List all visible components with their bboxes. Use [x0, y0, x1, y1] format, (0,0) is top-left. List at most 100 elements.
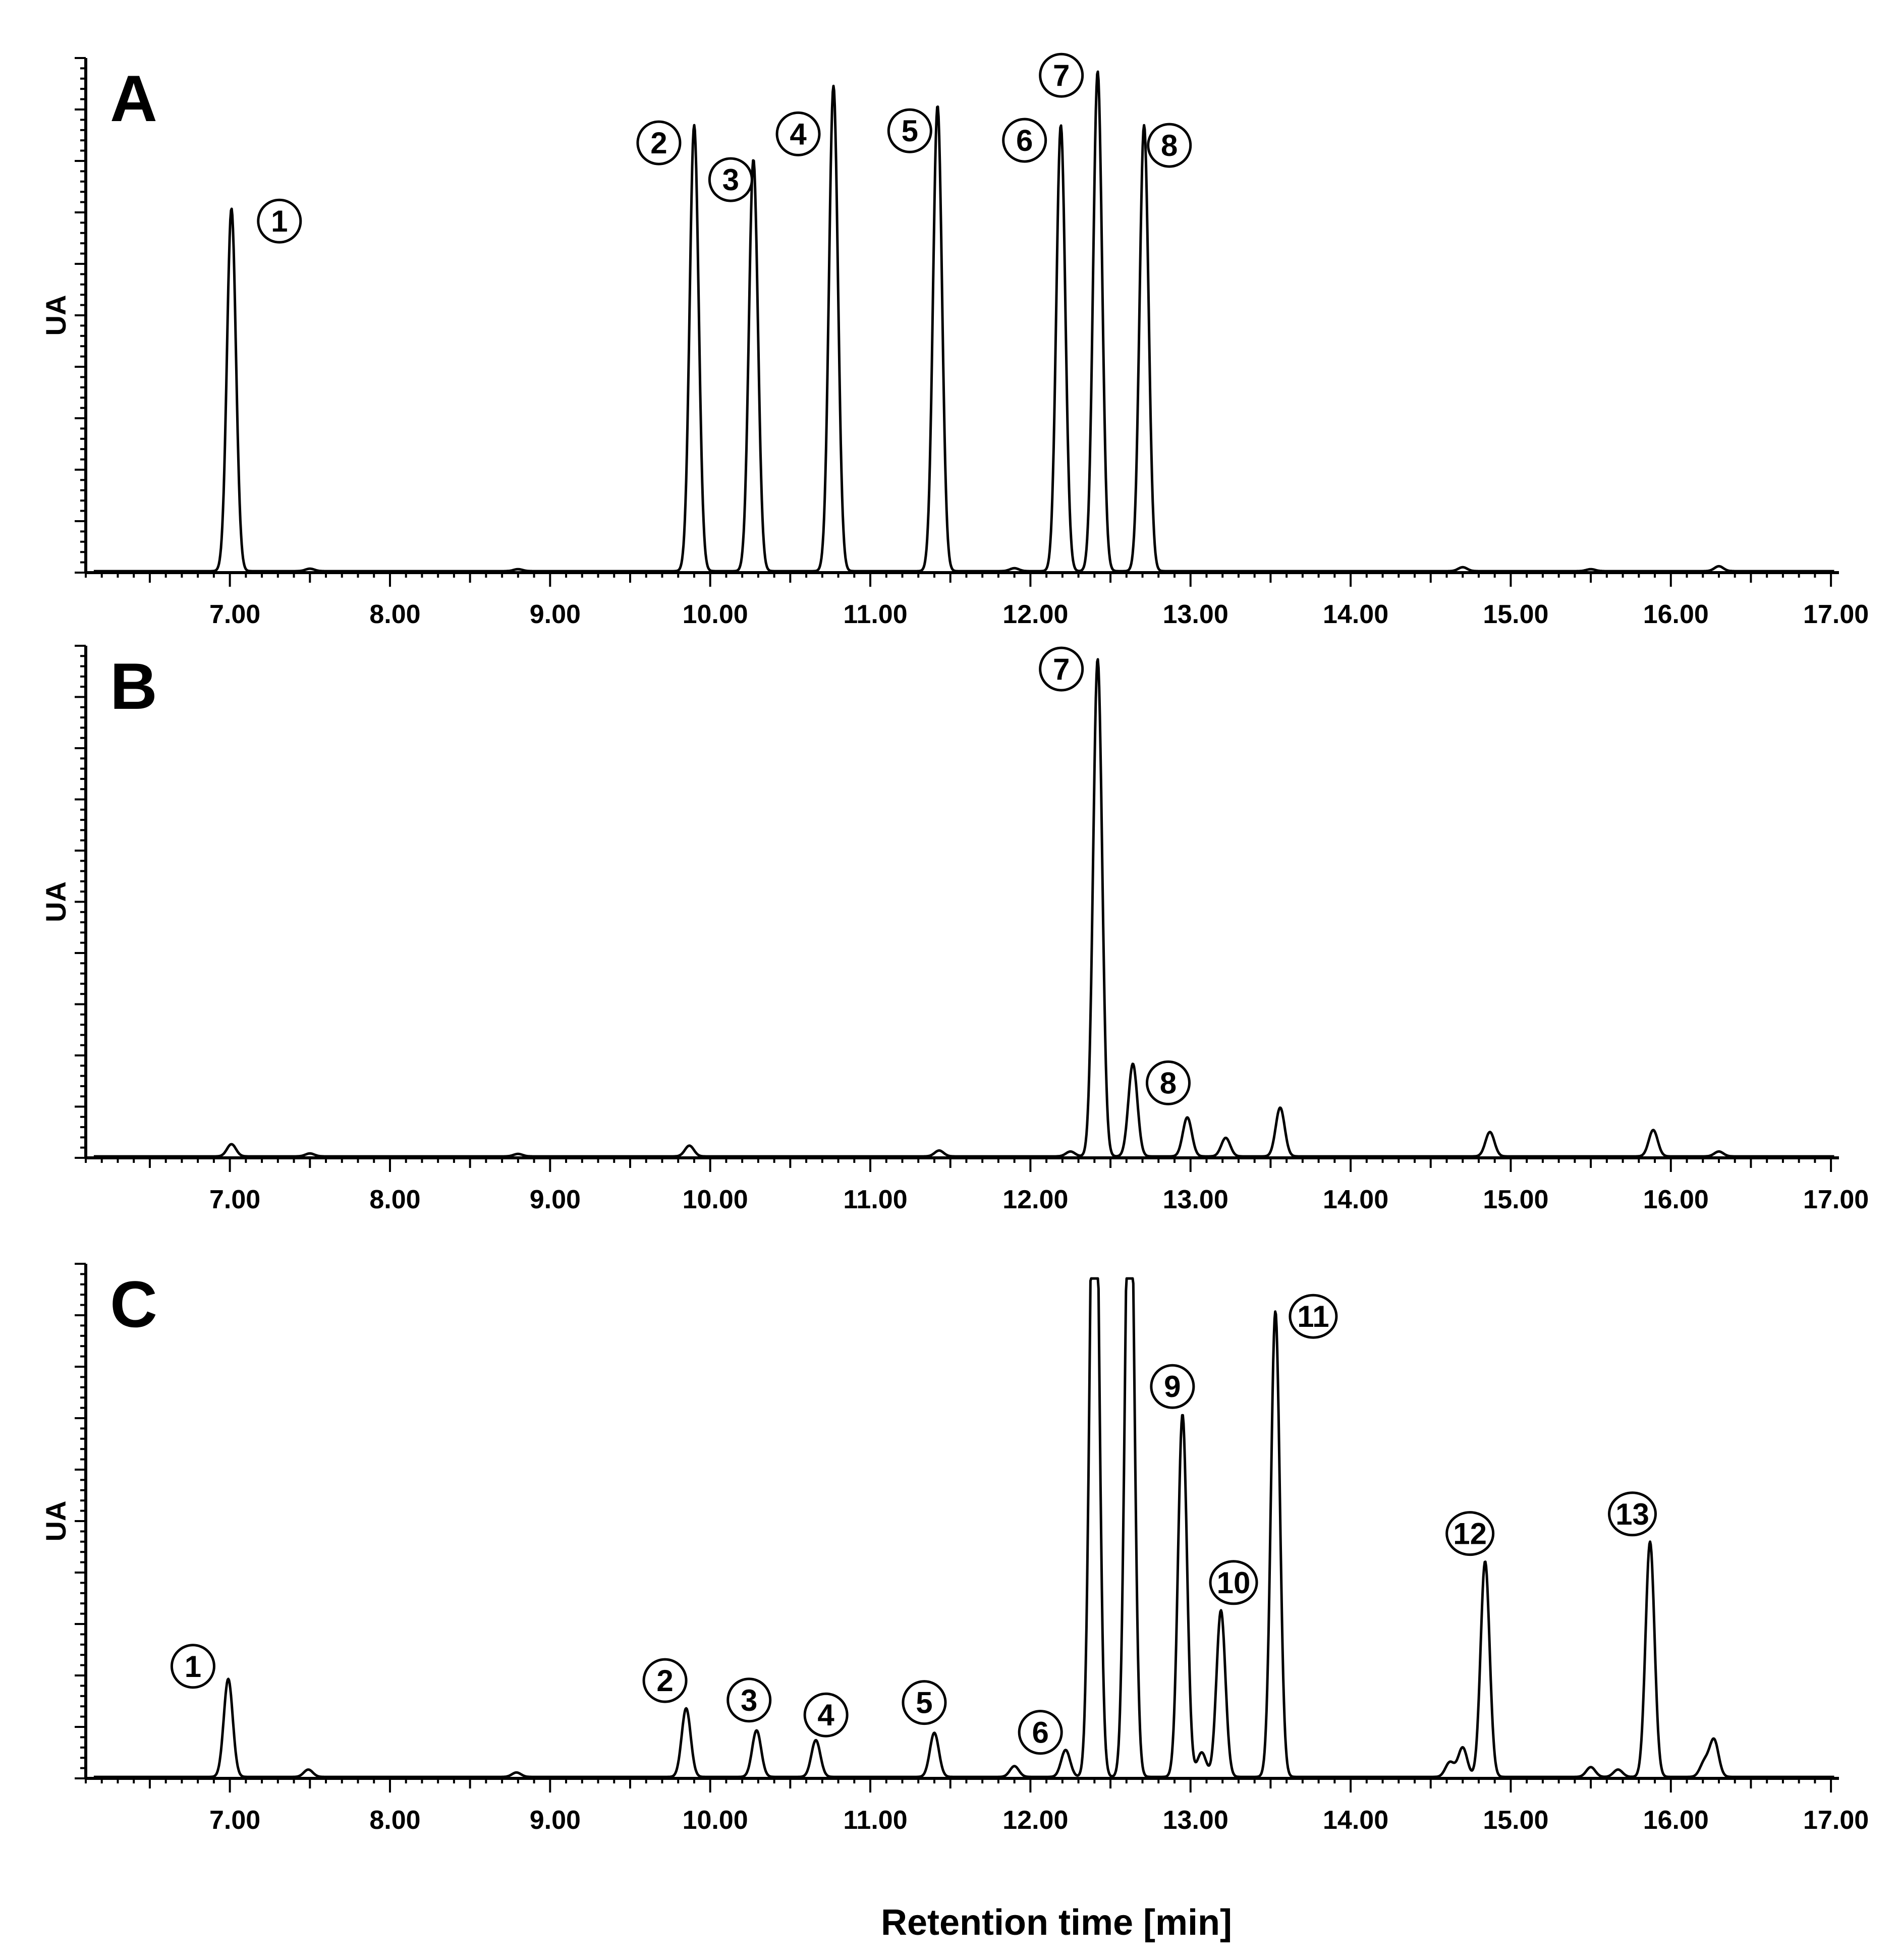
peak-label-circle	[708, 157, 753, 202]
peak-label: 2	[636, 120, 682, 165]
x-tick-label: 13.00	[1163, 600, 1228, 629]
x-tick-label: 9.00	[530, 600, 581, 629]
peak-label: 3	[727, 1677, 772, 1723]
panel-c: 7.00 8.00 9.00 10.00 11.00 12.00 13.00 14.00 15.…	[40, 1263, 1869, 1835]
x-tick-label: 15.00	[1483, 1185, 1548, 1214]
y-axis-label: UA	[40, 881, 72, 922]
peak-label-circle	[1018, 1710, 1063, 1755]
x-tick-label: 14.00	[1323, 600, 1388, 629]
x-tick-label: 10.00	[683, 600, 748, 629]
peak-label-text: 8	[1161, 129, 1178, 162]
x-tick-label: 13.00	[1163, 1185, 1228, 1214]
peak-label-text: 4	[790, 117, 807, 151]
peak-label-text: 6	[1016, 124, 1033, 157]
peak-label-text: 3	[741, 1684, 757, 1717]
x-tick-label: 9.00	[530, 1185, 581, 1214]
x-tick-label: 12.00	[1002, 1806, 1068, 1835]
x-tick-label: 15.00	[1483, 1806, 1548, 1835]
peak-label-text: 1	[271, 204, 288, 238]
peak-label-circle	[727, 1677, 772, 1723]
panel-b: 7.00 8.00 9.00 10.00 11.00 12.00 13.00 14.00 15.…	[40, 645, 1869, 1214]
peak-label: 8	[1147, 123, 1192, 168]
peak-label: 5	[887, 108, 932, 153]
peak-label: 4	[775, 111, 821, 156]
peak-label-text: 9	[1164, 1370, 1181, 1404]
peak-label-circle	[775, 111, 821, 156]
x-tick-label: 17.00	[1803, 1806, 1869, 1835]
peak-label-text: 7	[1053, 652, 1070, 686]
x-tick-label: 12.00	[1002, 600, 1068, 629]
x-tick-label: 10.00	[683, 1806, 748, 1835]
x-tick-label: 11.00	[843, 1185, 907, 1214]
peak-label: 1	[257, 198, 302, 244]
peak-label-circle	[1445, 1511, 1495, 1556]
x-tick-label: 11.00	[843, 1806, 907, 1835]
x-tick-label: 10.00	[683, 1185, 748, 1214]
x-tick-label: 16.00	[1643, 1806, 1709, 1835]
peak-label: 5	[902, 1680, 947, 1725]
x-tick-label: 16.00	[1643, 1185, 1709, 1214]
peak-label-circle	[170, 1644, 215, 1689]
x-tick-label: 7.00	[209, 1185, 260, 1214]
y-axis-label: UA	[40, 295, 72, 336]
peak-label-circle	[1147, 123, 1192, 168]
peak-label: 10	[1209, 1560, 1258, 1605]
peak-label: 6	[1002, 118, 1047, 163]
peak-label: 8	[1145, 1060, 1191, 1105]
peak-label-circle	[1608, 1491, 1657, 1537]
x-tick-label: 8.00	[369, 1185, 420, 1214]
peak-label: 3	[708, 157, 753, 202]
peak-label-text: 6	[1032, 1716, 1049, 1750]
peak-label-text: 2	[650, 126, 667, 160]
peak-label: 7	[1039, 52, 1084, 98]
chromatogram-trace	[93, 658, 1835, 1158]
peak-label: 9	[1150, 1364, 1195, 1409]
peak-label-text: 3	[722, 163, 739, 197]
x-tick-label: 13.00	[1163, 1806, 1228, 1835]
peak-label-circle	[1289, 1294, 1338, 1339]
chromatogram-trace	[93, 70, 1835, 573]
chromatogram-trace	[93, 1277, 1835, 1778]
peak-label-text: 7	[1053, 59, 1070, 92]
panels: 7.00 8.00 9.00 10.00 11.00 12.00 13.00 14.00 15.…	[40, 52, 1869, 1835]
panel-letter: A	[110, 62, 157, 135]
x-tick-label: 12.00	[1002, 1185, 1068, 1214]
panel-a: 7.00 8.00 9.00 10.00 11.00 12.00 13.00 14.00 15.…	[40, 52, 1869, 629]
peak-apex	[1704, 1762, 1705, 1763]
peak-label-text: 13	[1615, 1497, 1649, 1531]
peak-label: 13	[1608, 1491, 1657, 1537]
x-tick-label: 9.00	[530, 1806, 581, 1835]
x-tick-label: 8.00	[369, 1806, 420, 1835]
x-tick-label: 14.00	[1323, 1185, 1388, 1214]
peak-label-text: 10	[1217, 1566, 1251, 1600]
peak-label: 11	[1289, 1294, 1338, 1339]
x-tick-label: 7.00	[209, 1806, 260, 1835]
x-tick-label: 16.00	[1643, 600, 1709, 629]
peak-label-circle	[642, 1658, 688, 1703]
peak-label-text: 4	[817, 1698, 834, 1732]
x-axis-title: Retention time [min]	[881, 1902, 1232, 1943]
peak-label-circle	[1150, 1364, 1195, 1409]
x-tick-label: 8.00	[369, 600, 420, 629]
x-tick-label: 14.00	[1323, 1806, 1388, 1835]
peak-label-circle	[1145, 1060, 1191, 1105]
peak-label-circle	[1002, 118, 1047, 163]
peak-label-circle	[257, 198, 302, 244]
peak-label-text: 1	[185, 1650, 201, 1684]
peak-label: 7	[1039, 646, 1084, 692]
peak-label-text: 8	[1160, 1066, 1177, 1100]
peak-label: 2	[642, 1658, 688, 1703]
peak-label-circle	[1039, 52, 1084, 98]
peak-label: 6	[1018, 1710, 1063, 1755]
peak-label-circle	[902, 1680, 947, 1725]
peak-label-text: 5	[916, 1686, 932, 1720]
x-tick-label: 15.00	[1483, 600, 1548, 629]
peak-label-circle	[636, 120, 682, 165]
panel-letter: C	[110, 1267, 157, 1341]
x-tick-label: 11.00	[843, 600, 907, 629]
peak-label-text: 5	[902, 114, 918, 148]
y-axis-label: UA	[40, 1501, 72, 1542]
peak-label-text: 11	[1297, 1300, 1329, 1333]
x-tick-label: 7.00	[209, 600, 260, 629]
